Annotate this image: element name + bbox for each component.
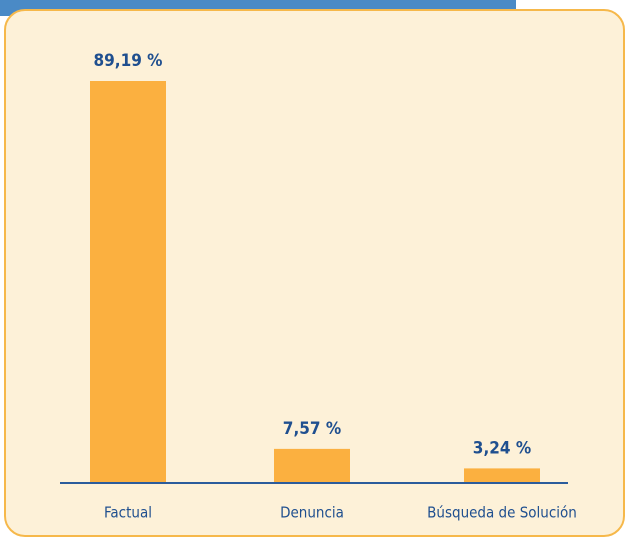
bar	[90, 81, 166, 483]
value-label: 89,19 %	[93, 51, 162, 71]
x-tick-label: Factual	[104, 504, 152, 522]
value-label: 3,24 %	[473, 438, 531, 458]
bar	[464, 468, 540, 483]
value-label: 7,57 %	[283, 419, 341, 439]
x-tick-label: Denuncia	[280, 504, 344, 522]
bar	[274, 448, 350, 483]
x-tick-label: Búsqueda de Solución	[427, 504, 577, 522]
